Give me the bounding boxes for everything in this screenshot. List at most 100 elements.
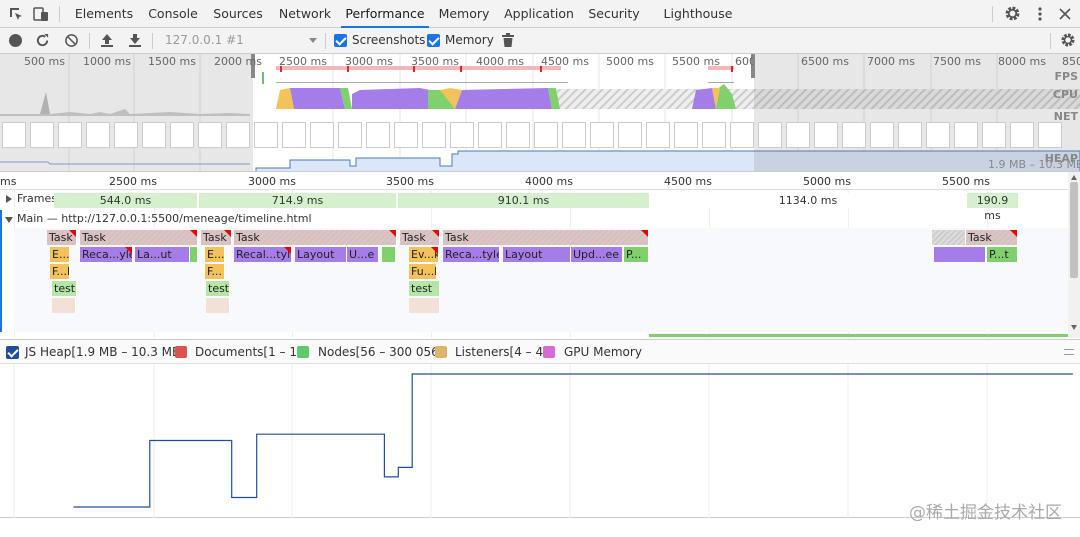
timeline-overview[interactable]: 500 ms 1000 ms 1500 ms 2000 ms 2500 ms 3… bbox=[0, 54, 1080, 172]
flame-scrollbar[interactable] bbox=[1068, 172, 1080, 338]
clear-icon[interactable] bbox=[64, 33, 79, 48]
frame-bar[interactable]: 910.1 ms bbox=[398, 193, 649, 208]
screenshot-thumbnail[interactable] bbox=[282, 122, 306, 148]
frame-bar[interactable]: 544.0 ms bbox=[54, 193, 197, 208]
reload-record-icon[interactable] bbox=[35, 33, 50, 48]
task-block[interactable]: Task bbox=[201, 230, 232, 245]
screenshot-thumbnail[interactable] bbox=[226, 122, 250, 148]
task-block[interactable] bbox=[932, 230, 966, 245]
paint-block[interactable]: P...t bbox=[987, 247, 1018, 262]
screenshot-thumbnail[interactable] bbox=[450, 122, 474, 148]
screenshot-thumbnail[interactable] bbox=[954, 122, 978, 148]
scroll-up-icon[interactable] bbox=[1071, 175, 1077, 180]
screenshot-thumbnail[interactable] bbox=[646, 122, 670, 148]
screenshot-thumbnail[interactable] bbox=[786, 122, 810, 148]
event-block[interactable]: E... bbox=[205, 247, 225, 262]
capture-settings-icon[interactable] bbox=[1060, 32, 1076, 48]
screenshot-thumbnail[interactable] bbox=[86, 122, 110, 148]
screenshot-thumbnail[interactable] bbox=[842, 122, 866, 148]
tab-sources[interactable]: Sources bbox=[213, 6, 263, 21]
child-call-block[interactable] bbox=[206, 298, 230, 313]
task-block[interactable]: Task bbox=[966, 230, 1018, 245]
child-call-block[interactable] bbox=[52, 298, 76, 313]
screenshot-thumbnail[interactable] bbox=[338, 122, 362, 148]
screenshot-thumbnail[interactable] bbox=[534, 122, 558, 148]
nodes-checkbox[interactable] bbox=[297, 346, 309, 358]
tab-elements[interactable]: Elements bbox=[74, 6, 134, 21]
event-block[interactable]: E...k bbox=[50, 247, 70, 262]
gpu-memory-checkbox[interactable] bbox=[543, 346, 555, 358]
tab-security[interactable]: Security bbox=[588, 6, 640, 21]
screenshot-thumbnail[interactable] bbox=[730, 122, 754, 148]
selection-left-handle[interactable] bbox=[251, 54, 255, 78]
update-layer-tree-block[interactable]: Upd...ee bbox=[571, 247, 623, 262]
layout-block[interactable]: La...ut bbox=[135, 247, 190, 262]
close-devtools-icon[interactable] bbox=[1058, 7, 1072, 21]
paint-block[interactable]: P... bbox=[624, 247, 649, 262]
task-block[interactable]: Task bbox=[400, 230, 440, 245]
download-profile-icon[interactable] bbox=[128, 33, 142, 48]
update-block[interactable]: U...e bbox=[347, 247, 379, 262]
screenshot-thumbnail[interactable] bbox=[898, 122, 922, 148]
screenshot-thumbnail[interactable] bbox=[674, 122, 698, 148]
layout-block[interactable]: Layout bbox=[503, 247, 571, 262]
event-block[interactable]: Ev...k bbox=[409, 247, 439, 262]
recalculate-style-block[interactable]: Recal...tyle bbox=[234, 247, 292, 262]
screenshot-thumbnail[interactable] bbox=[422, 122, 446, 148]
screenshot-thumbnail[interactable] bbox=[926, 122, 950, 148]
screenshot-thumbnail[interactable] bbox=[506, 122, 530, 148]
screenshot-thumbnail[interactable] bbox=[1038, 122, 1062, 148]
screenshot-thumbnail[interactable] bbox=[814, 122, 838, 148]
recalculate-style-block[interactable]: Reca...tyle bbox=[443, 247, 500, 262]
screenshot-thumbnail[interactable] bbox=[254, 122, 278, 148]
screenshot-thumbnail[interactable] bbox=[1010, 122, 1034, 148]
child-call-block[interactable] bbox=[409, 298, 440, 313]
screenshots-checkbox[interactable] bbox=[334, 34, 347, 47]
record-icon[interactable] bbox=[9, 34, 22, 47]
flame-chart[interactable]: Frames 544.0 ms 714.9 ms 910.1 ms 1134.0… bbox=[0, 190, 1068, 338]
screenshot-thumbnail[interactable] bbox=[982, 122, 1006, 148]
selection-right-handle[interactable] bbox=[751, 54, 755, 78]
inspect-element-icon[interactable] bbox=[8, 6, 24, 22]
resize-handle-icon[interactable] bbox=[1064, 349, 1074, 355]
js-heap-checkbox[interactable] bbox=[6, 346, 19, 359]
screenshot-thumbnail[interactable] bbox=[702, 122, 726, 148]
task-block[interactable]: Task bbox=[80, 230, 198, 245]
scroll-down-icon[interactable] bbox=[1071, 325, 1077, 330]
device-toolbar-icon[interactable] bbox=[33, 6, 49, 22]
tab-memory[interactable]: Memory bbox=[438, 6, 490, 21]
screenshot-thumbnail[interactable] bbox=[198, 122, 222, 148]
screenshot-thumbnail[interactable] bbox=[30, 122, 54, 148]
screenshot-thumbnail[interactable] bbox=[310, 122, 334, 148]
documents-checkbox[interactable] bbox=[175, 346, 187, 358]
upload-profile-icon[interactable] bbox=[100, 33, 114, 48]
function-call-block[interactable]: F... bbox=[205, 264, 225, 279]
frame-bar[interactable]: 190.9 ms bbox=[967, 193, 1018, 222]
layout-block[interactable] bbox=[934, 247, 986, 262]
test-function-block[interactable]: test bbox=[52, 281, 77, 296]
screenshot-thumbnail[interactable] bbox=[870, 122, 894, 148]
more-options-icon[interactable] bbox=[1036, 6, 1044, 22]
tab-console[interactable]: Console bbox=[148, 6, 198, 21]
screenshot-thumbnail[interactable] bbox=[758, 122, 782, 148]
profile-select[interactable]: 127.0.0.1 #1 bbox=[165, 33, 244, 47]
task-block[interactable]: Task bbox=[443, 230, 649, 245]
screenshot-thumbnail[interactable] bbox=[618, 122, 642, 148]
screenshot-thumbnail[interactable] bbox=[478, 122, 502, 148]
frame-bar[interactable]: 1134.0 ms bbox=[651, 193, 965, 208]
settings-gear-icon[interactable] bbox=[1004, 5, 1021, 22]
paint-block[interactable] bbox=[190, 247, 198, 262]
task-block[interactable]: Task bbox=[47, 230, 77, 245]
screenshot-thumbnail[interactable] bbox=[114, 122, 138, 148]
scrollbar-thumb[interactable] bbox=[1070, 182, 1078, 278]
screenshot-thumbnail[interactable] bbox=[170, 122, 194, 148]
screenshot-thumbnail[interactable] bbox=[562, 122, 586, 148]
test-function-block[interactable]: test bbox=[206, 281, 230, 296]
collect-garbage-icon[interactable] bbox=[502, 33, 514, 48]
expand-frames-icon[interactable] bbox=[6, 195, 12, 203]
screenshot-thumbnail[interactable] bbox=[142, 122, 166, 148]
screenshot-thumbnail[interactable] bbox=[2, 122, 26, 148]
screenshot-thumbnail[interactable] bbox=[366, 122, 390, 148]
screenshot-thumbnail[interactable] bbox=[58, 122, 82, 148]
frame-bar[interactable]: 714.9 ms bbox=[199, 193, 396, 208]
